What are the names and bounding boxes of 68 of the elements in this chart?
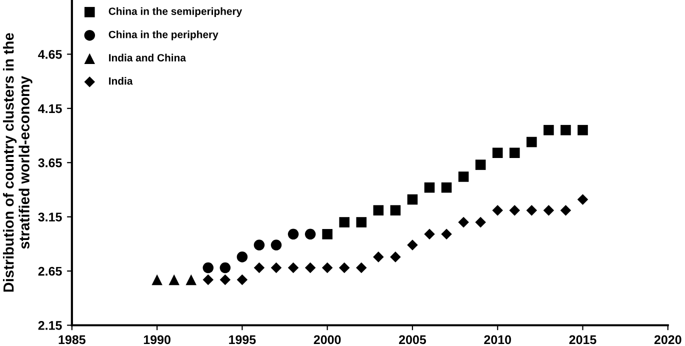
point xyxy=(270,262,282,274)
point xyxy=(544,124,554,136)
point xyxy=(304,228,316,240)
point xyxy=(322,262,333,274)
y-tick-label: 3.65 xyxy=(38,158,62,168)
point xyxy=(424,182,435,193)
point xyxy=(492,204,503,216)
point xyxy=(236,252,248,262)
point xyxy=(288,262,299,274)
point xyxy=(441,182,452,193)
legend-label: China in the periphery xyxy=(108,30,218,40)
y-tick-label: 2.15 xyxy=(38,321,62,330)
point xyxy=(560,204,572,216)
point xyxy=(373,205,384,216)
x-tick-label: 1985 xyxy=(58,335,86,344)
point xyxy=(526,136,537,148)
point xyxy=(186,274,196,286)
point xyxy=(304,262,316,274)
x-tick-label: 2010 xyxy=(484,335,511,344)
point xyxy=(458,216,469,228)
point xyxy=(407,240,418,250)
point xyxy=(390,252,401,262)
legend-label: China in the semiperiphery xyxy=(108,7,242,17)
point xyxy=(373,252,384,262)
point xyxy=(220,262,231,274)
point xyxy=(390,205,401,216)
y-tick-label: 3.15 xyxy=(38,212,62,222)
point xyxy=(202,262,214,274)
point xyxy=(475,160,486,170)
point xyxy=(441,228,452,240)
point xyxy=(509,204,520,216)
point xyxy=(543,204,554,216)
point xyxy=(322,229,332,240)
x-tick-label: 2020 xyxy=(654,335,682,344)
point xyxy=(220,274,231,286)
y-tick-label: 4.65 xyxy=(38,50,62,59)
point xyxy=(270,240,282,250)
point xyxy=(407,194,418,205)
point xyxy=(526,204,538,216)
point xyxy=(202,274,214,286)
point xyxy=(492,148,503,158)
point xyxy=(288,228,299,240)
x-tick-label: 2005 xyxy=(399,335,426,344)
legend-label: India xyxy=(109,77,133,85)
x-tick-label: 2015 xyxy=(569,335,596,344)
point xyxy=(356,262,367,274)
point xyxy=(356,217,367,228)
point xyxy=(254,240,265,250)
point xyxy=(424,228,435,240)
y-tick-label: 2.65 xyxy=(38,266,62,276)
point xyxy=(578,124,588,136)
point xyxy=(475,216,486,228)
point xyxy=(254,262,265,274)
point xyxy=(577,194,588,205)
x-tick-label: 1990 xyxy=(144,335,170,344)
point xyxy=(560,124,571,136)
legend-label: India and China xyxy=(109,54,186,62)
x-tick-label: 2000 xyxy=(314,335,341,344)
point xyxy=(236,274,248,286)
point xyxy=(339,217,350,228)
point xyxy=(509,148,520,158)
y-tick-label: 4.15 xyxy=(38,104,62,114)
point xyxy=(458,172,469,182)
y-axis-title: Distribution of country clusters in the stratified world-economy xyxy=(3,33,32,292)
point xyxy=(168,274,180,286)
point xyxy=(338,262,350,274)
point xyxy=(152,274,162,286)
x-tick-label: 1995 xyxy=(229,335,256,344)
